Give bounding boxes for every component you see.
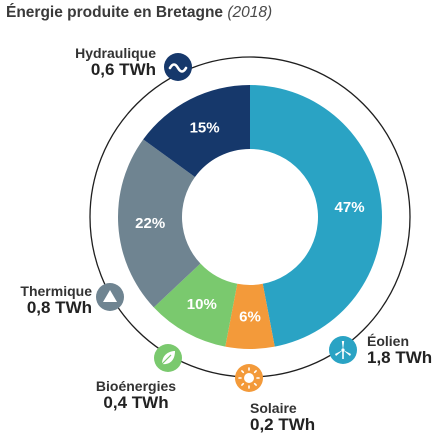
label-eolien: Éolien 1,8 TWh [367,334,432,367]
label-hydraulique: Hydraulique 0,6 TWh [75,46,156,79]
slice-bioenergies [153,263,238,347]
label-eolien-value: 1,8 TWh [367,347,433,367]
label-hydraulique-value: 0,6 TWh [90,59,156,79]
title-year: (2018) [227,4,273,21]
slices-group [117,85,383,350]
label-hydraulique-name: Hydraulique [75,45,156,61]
percent-labels-group: 47% 6% 10% 22% 15% [135,119,364,325]
percent-label-solaire: 6% [239,309,261,326]
label-bioenergies-value: 0,4 TWh [103,392,169,412]
leaf-icon [154,344,182,372]
label-thermique-name: Thermique [20,283,92,299]
flame-icon [96,283,124,311]
slice-eolien [250,85,383,347]
label-eolien-name: Éolien [367,333,410,349]
label-solaire: Solaire 0,2 TWh [250,401,315,434]
percent-label-eolien: 47% [335,199,365,216]
percent-label-thermique: 22% [135,215,165,232]
sun-icon [235,364,263,392]
label-solaire-name: Solaire [250,400,297,416]
title-text: Énergie produite en Bretagne [6,4,224,21]
label-thermique: Thermique 0,8 TWh [20,284,92,317]
percent-label-bioenergies: 10% [187,296,217,313]
label-thermique-value: 0,8 TWh [26,297,92,317]
percent-label-hydraulique: 15% [190,119,220,136]
slice-thermique [117,139,201,308]
wind-turbine-icon [329,336,357,364]
label-bioenergies-name: Bioénergies [95,378,177,394]
water-wave-icon [164,53,192,81]
chart-title: Énergie produite en Bretagne (2018) [6,4,272,22]
slice-solaire [225,283,275,350]
slice-hydraulique [143,85,250,178]
label-solaire-value: 0,2 TWh [250,414,316,434]
label-bioenergies: Bioénergies 0,4 TWh [86,379,186,412]
